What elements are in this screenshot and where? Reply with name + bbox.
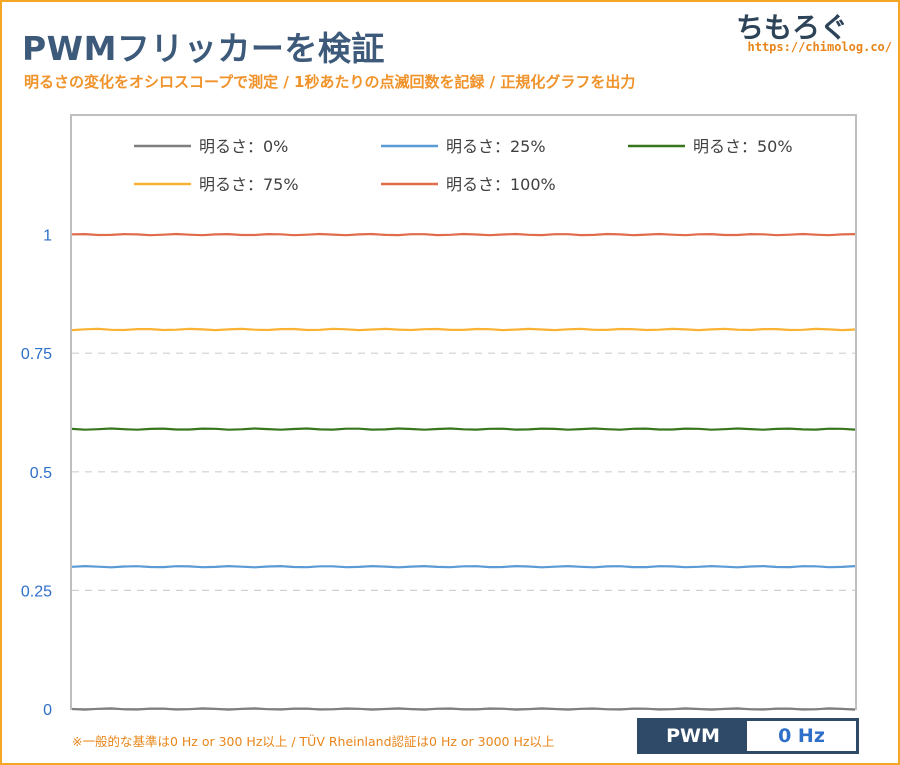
series-lines <box>71 232 856 711</box>
legend-label: 明るさ：100% <box>446 175 556 194</box>
legend-label: 明るさ：25% <box>446 137 546 156</box>
y-tick-label: 0.5 <box>30 465 52 482</box>
series-line <box>71 327 856 332</box>
pwm-badge-label: PWM <box>666 725 720 747</box>
series-line <box>71 707 856 711</box>
series-line <box>71 232 856 237</box>
pwm-badge-value: 0 Hz <box>747 721 856 751</box>
y-tick-label: 0 <box>43 702 52 719</box>
legend-label: 明るさ：75% <box>199 175 299 194</box>
y-tick-label: 0.25 <box>21 583 52 600</box>
y-axis-ticks: 0 0.25 0.5 0.75 1 <box>21 228 52 719</box>
series-line <box>71 427 856 431</box>
site-logo: ちもろぐ <box>735 11 848 44</box>
series-line <box>71 564 856 569</box>
y-tick-label: 0.75 <box>21 346 52 363</box>
page-subtitle: 明るさの変化をオシロスコープで測定 / 1秒あたりの点滅回数を記録 / 正規化グ… <box>24 73 636 91</box>
legend-label: 明るさ：0% <box>199 137 288 156</box>
site-url: https://chimolog.co/ <box>747 40 893 54</box>
y-tick-label: 1 <box>43 228 52 245</box>
legend: 明るさ：0% 明るさ：25% 明るさ：50% 明るさ：75% 明るさ：100% <box>134 137 793 194</box>
page-title: PWMフリッカーを検証 <box>22 29 385 68</box>
grid-lines <box>72 234 855 592</box>
pwm-badge: PWM 0 Hz <box>637 718 859 754</box>
plot-area-border <box>70 114 857 710</box>
legend-label: 明るさ：50% <box>693 137 793 156</box>
footnote: ※一般的な基準は0 Hz or 300 Hz以上 / TÜV Rheinland… <box>72 734 555 749</box>
